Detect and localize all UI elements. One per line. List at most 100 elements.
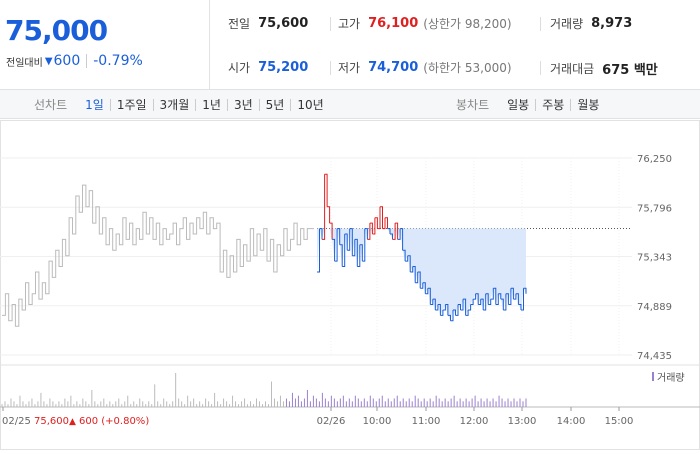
tab-10y[interactable]: 10년 bbox=[290, 98, 329, 111]
stat-label: 거래대금 bbox=[550, 62, 595, 76]
today-line-segment bbox=[508, 288, 512, 305]
y-tick-label: 75,343 bbox=[637, 253, 672, 264]
candle-chart-title: 봉차트 bbox=[456, 98, 490, 112]
change-row: 전일대비 ▼ 600 -0.79% bbox=[6, 53, 143, 69]
today-line-segment bbox=[322, 174, 326, 240]
today-line-segment bbox=[385, 217, 388, 229]
today-line-segment bbox=[344, 233, 348, 251]
stats-panel: 전일 75,600 고가 76,100 (상한가 98,200) 거래량 8,9… bbox=[210, 0, 700, 90]
stat-label: 고가 bbox=[338, 17, 361, 31]
today-line-segment bbox=[500, 298, 504, 310]
x-tick-label: 14:00 bbox=[557, 416, 586, 427]
today-line-segment bbox=[463, 298, 467, 316]
today-line-segment bbox=[455, 304, 459, 316]
tab-1y[interactable]: 1년 bbox=[195, 98, 227, 111]
today-line-segment bbox=[395, 222, 399, 240]
today-line-segment bbox=[369, 222, 373, 234]
price-chart: 76,250 75,796 75,343 74,889 74,435 거래량 02/25 75… bbox=[0, 120, 700, 450]
today-line-segment bbox=[435, 304, 439, 311]
change-value: 600 bbox=[53, 53, 81, 69]
today-line-segment bbox=[427, 287, 431, 305]
today-line-segment bbox=[417, 271, 421, 289]
today-line-segment bbox=[493, 287, 497, 305]
today-line-segment bbox=[458, 304, 461, 310]
today-line-segment bbox=[402, 249, 406, 262]
today-line-segment bbox=[380, 206, 383, 229]
today-line-segment bbox=[352, 239, 356, 257]
tab-5y[interactable]: 5년 bbox=[258, 98, 291, 111]
today-line-segment bbox=[319, 228, 323, 240]
chart-tabs: 선차트 1일 1주일 3개월 1년 3년 5년 10년 봉차트 일봉 주봉 월봉 bbox=[0, 90, 700, 119]
today-line-segment bbox=[450, 310, 454, 322]
stat-value: 75,200 bbox=[258, 60, 309, 75]
volume-bars bbox=[1, 373, 527, 407]
tab-daily[interactable]: 일봉 bbox=[507, 97, 530, 112]
prev-day-change: 600 (+0.80%) bbox=[79, 416, 149, 427]
x-tick-label: 11:00 bbox=[412, 416, 441, 427]
stat-label: 시가 bbox=[228, 61, 251, 75]
today-line-segment bbox=[397, 228, 401, 240]
tab-3y[interactable]: 3년 bbox=[226, 98, 259, 111]
x-tick-label: 15:00 bbox=[605, 416, 634, 427]
stat-value: 75,600 bbox=[258, 16, 309, 31]
line-chart-title: 선차트 bbox=[34, 98, 68, 112]
x-tick-label: 12:00 bbox=[460, 416, 489, 427]
today-line-segment bbox=[334, 228, 338, 262]
candle-chart-tabs: 봉차트 일봉 주봉 월봉 bbox=[456, 90, 605, 119]
chart-grid bbox=[0, 120, 700, 450]
today-line-segment bbox=[425, 288, 429, 295]
today-line-segment bbox=[473, 293, 477, 300]
x-tick-label: 02/26 bbox=[317, 416, 346, 427]
tab-weekly[interactable]: 주봉 bbox=[535, 98, 570, 111]
today-line-segment bbox=[354, 238, 358, 267]
today-line-segment bbox=[521, 288, 524, 311]
today-line-segment bbox=[405, 255, 409, 262]
divider bbox=[330, 61, 331, 75]
today-line-segment bbox=[342, 234, 346, 267]
stat-open: 시가 75,200 bbox=[228, 59, 308, 76]
today-line-segment bbox=[382, 217, 386, 230]
today-line-segment bbox=[505, 293, 509, 305]
today-line-segment bbox=[430, 299, 434, 305]
tab-3m[interactable]: 3개월 bbox=[152, 98, 196, 111]
stat-value: 76,100 bbox=[368, 16, 419, 31]
today-line-segment bbox=[488, 299, 492, 305]
tab-1d[interactable]: 1일 bbox=[85, 97, 104, 112]
today-line-segment bbox=[518, 304, 522, 310]
y-tick-label: 74,889 bbox=[637, 302, 672, 313]
today-line-segment bbox=[410, 266, 414, 273]
stat-sub: (하한가 53,000) bbox=[423, 61, 512, 75]
stat-sub: (상한가 98,200) bbox=[423, 17, 512, 31]
today-line-segment bbox=[372, 217, 376, 235]
chart-labels: 76,250 75,796 75,343 74,889 74,435 거래량 02/25 75… bbox=[2, 154, 685, 427]
chart-frame bbox=[0, 120, 700, 450]
price-box: 75,000 전일대비 ▼ 600 -0.79% bbox=[0, 0, 210, 90]
today-line-segment bbox=[480, 298, 484, 310]
line-chart-tabs: 선차트 1일 1주일 3개월 1년 3년 5년 10년 bbox=[34, 90, 330, 119]
today-line-segment bbox=[478, 299, 482, 305]
quote-header: 75,000 전일대비 ▼ 600 -0.79% 전일 75,600 고가 76… bbox=[0, 0, 700, 90]
today-line-segment bbox=[513, 293, 517, 300]
prev-day-close: 75,600 bbox=[34, 416, 69, 427]
today-line-segment bbox=[490, 288, 494, 300]
today-line-segment bbox=[374, 217, 378, 229]
tab-1w[interactable]: 1주일 bbox=[109, 98, 153, 111]
today-line-segment bbox=[432, 298, 436, 310]
today-line-segment bbox=[324, 173, 328, 207]
today-line-segment bbox=[503, 293, 507, 311]
y-tick-label: 74,435 bbox=[637, 351, 672, 362]
stat-low: 저가 74,700 (하한가 53,000) bbox=[338, 59, 512, 76]
current-price: 75,000 bbox=[5, 14, 108, 47]
x-tick-label: 13:00 bbox=[508, 416, 537, 427]
volume-legend-label: 거래량 bbox=[657, 372, 685, 384]
today-line-segment bbox=[387, 228, 391, 234]
stat-volume: 거래량 8,973 bbox=[550, 15, 632, 32]
today-line-segment bbox=[445, 304, 449, 316]
x-tick-label: 10:00 bbox=[363, 416, 392, 427]
prev-day-label: 02/25 bbox=[2, 416, 31, 427]
today-line-segment bbox=[470, 299, 474, 305]
today-line-segment bbox=[465, 310, 469, 316]
tab-monthly[interactable]: 월봉 bbox=[570, 98, 605, 111]
divider bbox=[540, 61, 541, 75]
today-line-segment bbox=[415, 272, 419, 284]
